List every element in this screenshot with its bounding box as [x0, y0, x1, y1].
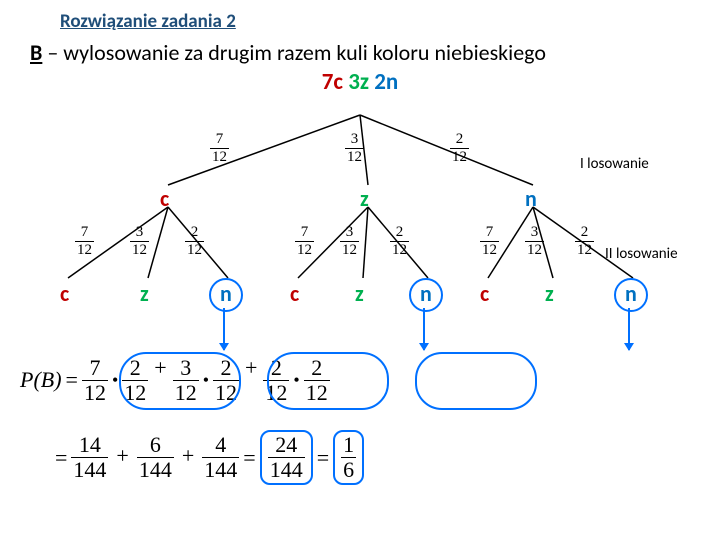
page-title: Rozwiązanie zadania 2: [60, 10, 700, 33]
edge-probability: 212: [450, 132, 469, 165]
highlight-arrow: [423, 308, 425, 350]
edge-probability: 712: [480, 225, 499, 258]
sum-term: 14144: [71, 434, 108, 481]
tree-node: c: [60, 280, 69, 307]
edge-probability: 212: [390, 225, 409, 258]
event-description: B – wylosowanie za drugim razem kuli kol…: [30, 39, 700, 66]
ball-red: 7c: [322, 68, 343, 96]
edge-probability: 312: [345, 132, 364, 165]
ball-blue: 2n: [374, 68, 398, 96]
edge-probability: 312: [525, 225, 544, 258]
edge-probability: 312: [130, 225, 149, 258]
edge-probability: 712: [210, 132, 229, 165]
tree-node: z: [355, 280, 364, 307]
tree-node: z: [545, 280, 554, 307]
term-highlight: [267, 352, 389, 410]
highlight-circle: [409, 278, 443, 312]
sum-term: 4144: [202, 434, 239, 481]
event-letter: B: [30, 39, 42, 66]
tree-node: n: [525, 185, 537, 212]
lhs: P(B): [20, 367, 62, 393]
highlight-arrow: [628, 308, 630, 350]
edge-probability: 312: [340, 225, 359, 258]
edge-probability: 212: [575, 225, 594, 258]
edge-probability: 712: [295, 225, 314, 258]
probability-equation-line2: = 14144+6144+4144 = 24 144 = 1 6: [55, 430, 364, 485]
event-text: – wylosowanie za drugim razem kuli kolor…: [42, 39, 546, 66]
tree-node: c: [480, 280, 489, 307]
tree-node: z: [360, 185, 369, 212]
highlight-circle: [614, 278, 648, 312]
ball-counts: 7c 3z 2n: [20, 68, 700, 96]
term-highlight: [119, 352, 241, 410]
term-highlight: [415, 352, 537, 410]
edge-probability: 712: [75, 225, 94, 258]
highlight-circle: [209, 278, 243, 312]
highlight-arrow: [223, 308, 225, 350]
tree-node: c: [290, 280, 299, 307]
second-draw-label: II losowanie: [605, 245, 678, 263]
final-fraction: 1 6: [333, 430, 364, 485]
tree-node: c: [160, 185, 169, 212]
first-draw-label: I losowanie: [580, 155, 649, 173]
ball-green: 3z: [348, 68, 369, 96]
tree-node: z: [140, 280, 149, 307]
sum-fraction: 24 144: [260, 430, 313, 485]
sum-term: 6144: [137, 434, 174, 481]
edge-probability: 212: [185, 225, 204, 258]
